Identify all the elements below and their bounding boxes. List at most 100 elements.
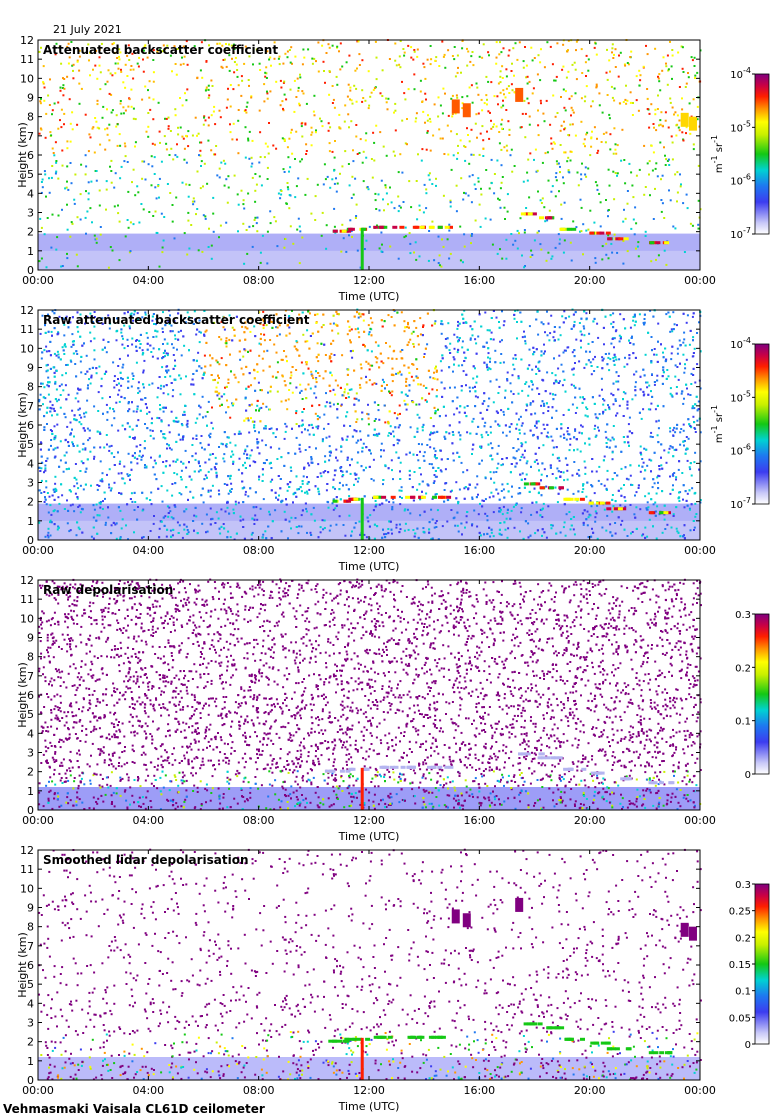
data-point [563,310,566,313]
data-point [89,74,91,77]
data-point [191,444,194,446]
data-point [471,233,473,235]
data-point [589,361,592,364]
data-point [472,64,475,67]
data-point [646,108,649,110]
data-point [99,71,102,74]
data-point [198,341,201,344]
data-point [87,181,90,184]
data-point [349,98,351,101]
data-point [207,84,210,87]
data-point [444,92,446,95]
data-point [385,192,388,195]
data-point [39,332,42,335]
data-point [354,177,357,180]
data-point [675,124,678,127]
data-point [223,483,226,485]
data-point [484,498,487,501]
data-point [49,504,52,507]
data-point [574,134,577,137]
data-point [334,323,337,326]
data-point [503,206,506,209]
data-point [583,460,586,463]
data-point [403,54,406,57]
data-point [60,62,63,65]
data-point [514,42,517,45]
data-point [121,518,124,521]
data-point [193,514,196,517]
colorbar: 10-410-510-610-7m-1 sr-1 [710,66,770,241]
data-point [528,115,531,118]
data-point [63,112,66,115]
data-point [233,174,236,177]
data-point [655,162,658,165]
data-point [584,414,587,417]
data-point [626,190,629,192]
data-point [546,219,549,222]
data-point [512,47,515,50]
data-point [502,463,504,466]
data-point [598,104,601,107]
data-point [89,331,92,334]
data-point [161,406,164,409]
data-point [115,383,118,386]
data-point [425,492,428,495]
data-point [476,136,478,139]
data-point [251,162,254,165]
data-point [669,392,672,395]
data-point [158,417,161,420]
data-point [380,250,383,253]
data-point [521,443,524,446]
data-point [179,438,182,441]
data-point [659,89,662,92]
data-point [617,75,620,78]
data-point [499,81,502,84]
data-point [595,434,598,437]
data-point [407,323,409,326]
data-point [516,229,519,232]
data-point [642,321,645,324]
data-point [254,200,257,203]
data-point [291,391,294,394]
data-point [531,383,534,386]
data-point [373,420,376,422]
data-point [88,437,91,440]
data-point [176,155,179,158]
data-point [325,224,328,227]
data-point [143,160,146,163]
data-point [585,133,588,136]
data-point [462,370,465,373]
data-point [389,245,392,248]
data-point [482,139,485,142]
data-point [489,471,492,474]
data-point [570,383,573,386]
data-point [40,357,43,360]
data-point [258,175,261,178]
data-point [393,412,396,415]
data-point [280,190,283,192]
data-point [315,370,317,373]
data-point [650,336,653,338]
data-point [535,422,538,425]
data-point [685,193,688,196]
data-point [65,372,67,375]
data-point [66,252,68,255]
data-point [71,222,74,225]
data-point [300,122,303,125]
data-point [503,93,505,96]
data-point [530,513,533,516]
data-point [368,368,371,371]
data-point [582,253,584,256]
data-point [300,514,303,517]
data-point [607,168,610,171]
data-point [609,358,612,361]
data-point [471,453,473,455]
data-point [595,416,598,419]
data-point [517,448,520,451]
data-point [49,519,52,522]
data-point [394,154,396,157]
data-point [49,78,51,81]
data-point [471,448,474,451]
data-point [519,415,522,418]
data-point [50,330,53,333]
